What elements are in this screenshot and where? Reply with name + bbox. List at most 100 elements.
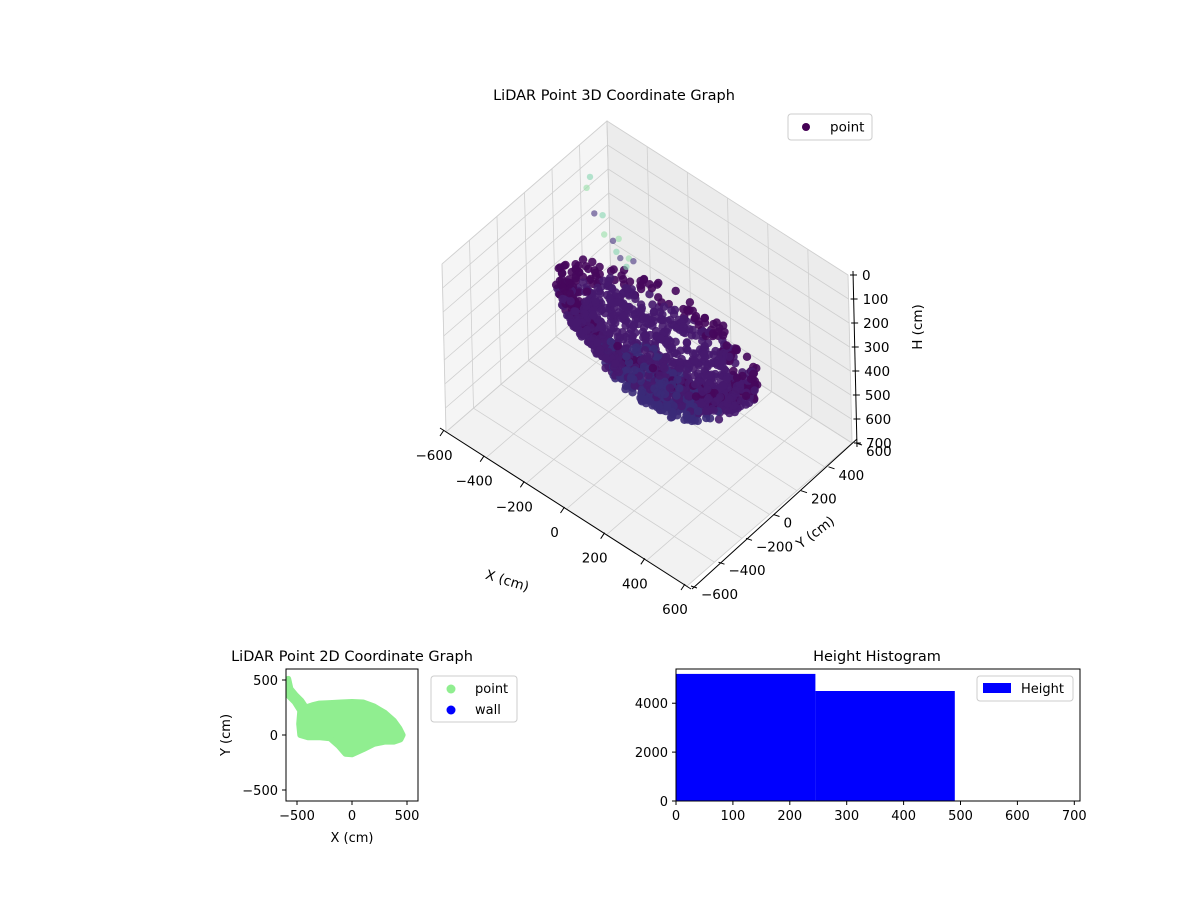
point-3d xyxy=(643,352,652,361)
point-3d xyxy=(631,315,641,324)
point-3d xyxy=(654,381,664,390)
point-3d xyxy=(620,344,630,354)
point-3d xyxy=(571,307,580,316)
point-3d xyxy=(588,310,598,320)
x-tick-label: 200 xyxy=(777,809,802,824)
point-3d xyxy=(720,327,729,337)
point-3d xyxy=(636,393,645,403)
point-3d xyxy=(668,369,678,378)
point-3d xyxy=(558,294,567,304)
h-tick-label: 100 xyxy=(863,292,889,308)
point-3d xyxy=(628,335,637,344)
point-3d xyxy=(574,288,583,297)
point-3d xyxy=(682,410,691,419)
y-tick-label: 600 xyxy=(866,444,892,460)
y-tick xyxy=(718,561,725,565)
h-tick-label: 0 xyxy=(862,268,871,284)
y-tick xyxy=(828,466,835,470)
point-3d xyxy=(673,375,682,384)
point-3d xyxy=(672,323,681,332)
point-3d xyxy=(711,346,720,356)
point-3d xyxy=(617,254,624,262)
point-3d xyxy=(584,264,593,274)
chart-2d-title: LiDAR Point 2D Coordinate Graph xyxy=(231,649,473,665)
point-3d xyxy=(630,258,637,265)
point-3d xyxy=(671,337,680,346)
chart-3d-zlabel: H (cm) xyxy=(910,304,926,350)
y-tick xyxy=(690,585,698,589)
chart-histogram-title: Height Histogram xyxy=(813,649,941,665)
point-3d xyxy=(720,365,729,374)
point-3d xyxy=(630,366,639,375)
histogram-bar xyxy=(815,691,955,801)
h-tick-label: 400 xyxy=(864,364,890,380)
point-3d xyxy=(613,248,620,255)
point-3d xyxy=(623,263,630,270)
point-3d xyxy=(566,297,575,306)
point-3d xyxy=(606,317,616,326)
point-3d xyxy=(685,391,694,400)
point-3d xyxy=(606,266,616,276)
y-tick-label: −200 xyxy=(756,539,793,555)
point-3d xyxy=(648,300,657,309)
point-3d xyxy=(658,310,667,319)
x-tick xyxy=(439,429,445,437)
x-tick-label: 0 xyxy=(550,525,559,541)
x-tick xyxy=(560,506,565,514)
chart-histogram-frame xyxy=(675,668,1081,802)
chart-2d: LiDAR Point 2D Coordinate Graph −500 0 500… xyxy=(219,649,518,846)
point-3d xyxy=(572,318,582,327)
y-tick-label: 0 xyxy=(660,795,668,810)
point-3d xyxy=(690,356,699,365)
y-tick-label: 400 xyxy=(839,468,865,484)
legend-marker-point xyxy=(446,684,456,694)
point-3d xyxy=(683,370,692,379)
point-3d xyxy=(601,363,610,373)
point-3d xyxy=(601,231,608,238)
point-3d xyxy=(671,286,680,296)
point-3d xyxy=(732,373,742,382)
y-tick-label: 2000 xyxy=(635,746,668,761)
x-tick-label: 0 xyxy=(672,809,680,824)
point-3d xyxy=(564,275,574,284)
point-3d xyxy=(655,371,664,380)
gridline-h xyxy=(442,144,849,300)
point-3d xyxy=(585,276,594,285)
point-3d xyxy=(622,352,631,361)
point-3d xyxy=(596,289,605,298)
gridline-h xyxy=(442,168,850,324)
point-3d xyxy=(725,352,734,361)
x-tick-label: 500 xyxy=(948,809,973,824)
x-tick-label: 600 xyxy=(662,602,688,618)
point-3d xyxy=(598,330,607,339)
point-3d xyxy=(619,311,629,320)
point-3d xyxy=(639,275,648,284)
chart-histogram-legend: Height xyxy=(976,675,1074,702)
point-3d xyxy=(637,303,646,313)
point-3d xyxy=(656,334,666,344)
point-3d xyxy=(615,235,622,242)
point-3d xyxy=(625,277,635,286)
x-tick-label: −400 xyxy=(456,474,493,490)
point-3d xyxy=(648,363,658,373)
point-3d xyxy=(606,337,615,346)
point-3d xyxy=(744,398,754,408)
point-3d xyxy=(714,415,724,424)
y-tick xyxy=(773,514,780,517)
point-3d xyxy=(653,388,662,397)
point-3d xyxy=(588,257,597,267)
gridline-h xyxy=(445,264,852,420)
point-3d xyxy=(682,344,691,353)
point-3d xyxy=(665,383,675,393)
point-3d xyxy=(722,406,731,415)
point-3d xyxy=(614,298,624,307)
y-tick-label: −400 xyxy=(729,563,766,579)
point-3d xyxy=(688,325,697,335)
point-3d xyxy=(578,278,588,287)
x-tick xyxy=(640,558,646,565)
point-3d xyxy=(722,375,731,384)
point-3d xyxy=(596,321,605,330)
x-tick-label: 400 xyxy=(622,576,648,592)
point-3d xyxy=(629,345,638,354)
